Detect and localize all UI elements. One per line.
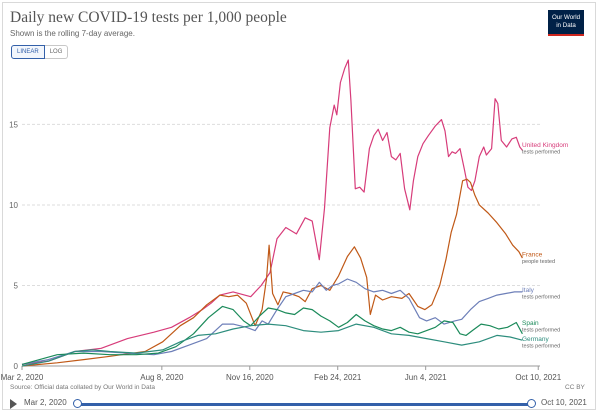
timeline-end-handle[interactable]: [527, 399, 536, 408]
source-note: Source: Official data collated by Our Wo…: [10, 384, 155, 391]
series-label: Italy: [522, 287, 535, 294]
series-sublabel: tests performed: [522, 294, 560, 300]
series-sublabel: people tested: [522, 259, 555, 265]
series-line-spain: [21, 305, 523, 365]
timeline-track[interactable]: [77, 403, 532, 406]
owid-logo[interactable]: Our World in Data: [548, 10, 584, 36]
y-tick-label: 15: [9, 120, 18, 129]
series-label: United Kingdom: [522, 142, 568, 149]
series-label: Spain: [522, 320, 539, 327]
series-sublabel: tests performed: [522, 327, 560, 333]
series-lines: [21, 59, 523, 367]
logo-line-1: Our World: [551, 14, 581, 21]
chart-frame: [2, 2, 596, 410]
y-tick-label: 10: [9, 201, 18, 210]
x-tick-label: Feb 24, 2021: [314, 373, 362, 382]
x-tick-label: Aug 8, 2020: [140, 373, 184, 382]
license-link[interactable]: CC BY: [565, 384, 585, 391]
y-axis: 0 5 10 15: [9, 120, 18, 371]
timeline-start-handle[interactable]: [73, 399, 82, 408]
series-line-germany: [21, 323, 523, 367]
scale-toggle: LINEAR LOG: [11, 45, 69, 59]
series-sublabel: tests performed: [522, 344, 560, 350]
timeline-end-label: Oct 10, 2021: [541, 398, 587, 407]
x-tick-label: Nov 16, 2020: [226, 373, 274, 382]
series-label: France: [522, 251, 543, 258]
x-axis: Mar 2, 2020 Aug 8, 2020 Nov 16, 2020 Feb 24…: [1, 366, 562, 382]
timeline: Mar 2, 2020 Oct 10, 2021: [0, 397, 600, 414]
chart-title: Daily new COVID-19 tests per 1,000 peopl…: [10, 9, 287, 26]
y-tick-label: 0: [14, 362, 19, 371]
x-tick-label: Oct 10, 2021: [515, 373, 561, 382]
series-line-united-kingdom: [21, 59, 523, 365]
log-scale-button[interactable]: LOG: [44, 45, 69, 59]
chart-subtitle: Shown is the rolling 7-day average.: [10, 29, 135, 38]
linear-scale-button[interactable]: LINEAR: [11, 45, 45, 59]
x-tick-label: Mar 2, 2020: [1, 373, 44, 382]
timeline-start-label: Mar 2, 2020: [24, 398, 67, 407]
series-label: Germany: [522, 336, 549, 343]
logo-line-2: in Data: [556, 21, 576, 29]
y-tick-label: 5: [14, 281, 19, 290]
x-tick-label: Jun 4, 2021: [405, 373, 447, 382]
gridlines: [22, 123, 540, 367]
series-sublabel: tests performed: [522, 149, 560, 155]
series-line-italy: [21, 278, 523, 365]
play-icon[interactable]: [10, 399, 17, 409]
series-line-france: [21, 178, 523, 367]
